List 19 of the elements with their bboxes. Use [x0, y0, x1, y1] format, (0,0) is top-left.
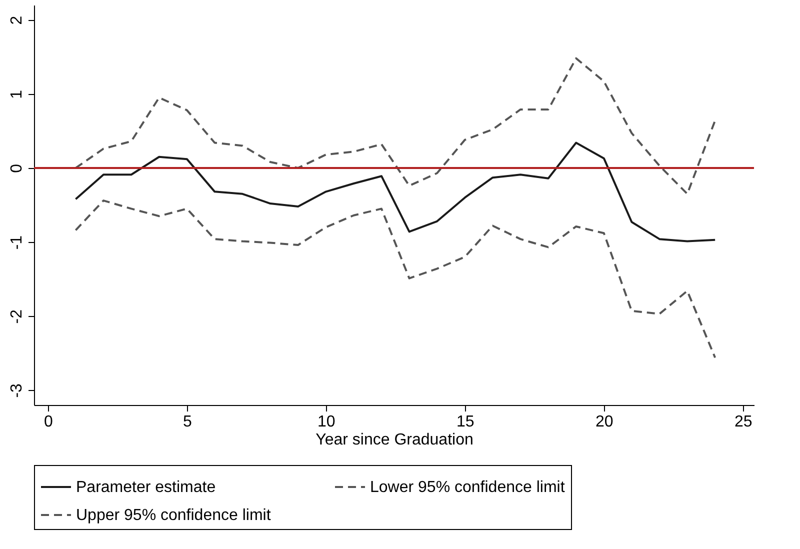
y-tick-label: -1 [8, 235, 26, 250]
line-series [74, 57, 716, 195]
y-tick-label: -2 [8, 309, 26, 324]
legend-label: Upper 95% confidence limit [76, 507, 272, 524]
y-tick-label: 0 [8, 164, 26, 173]
x-tick-label: 0 [44, 414, 53, 430]
line-series [74, 200, 716, 359]
x-tick-label: 25 [734, 414, 752, 430]
x-axis-title: Year since Graduation [316, 432, 474, 448]
x-tick-label: 15 [456, 414, 474, 430]
line-series [74, 142, 716, 242]
x-tick-label: 10 [317, 414, 336, 430]
x-tick-label: 20 [595, 414, 614, 430]
legend-label: Lower 95% confidence limit [370, 479, 566, 496]
legend-label: Parameter estimate [76, 479, 216, 496]
y-tick-label: 1 [8, 90, 26, 99]
x-tick-label: 5 [182, 414, 192, 430]
y-tick-label: -3 [8, 383, 26, 398]
y-tick-label: 2 [8, 16, 26, 25]
